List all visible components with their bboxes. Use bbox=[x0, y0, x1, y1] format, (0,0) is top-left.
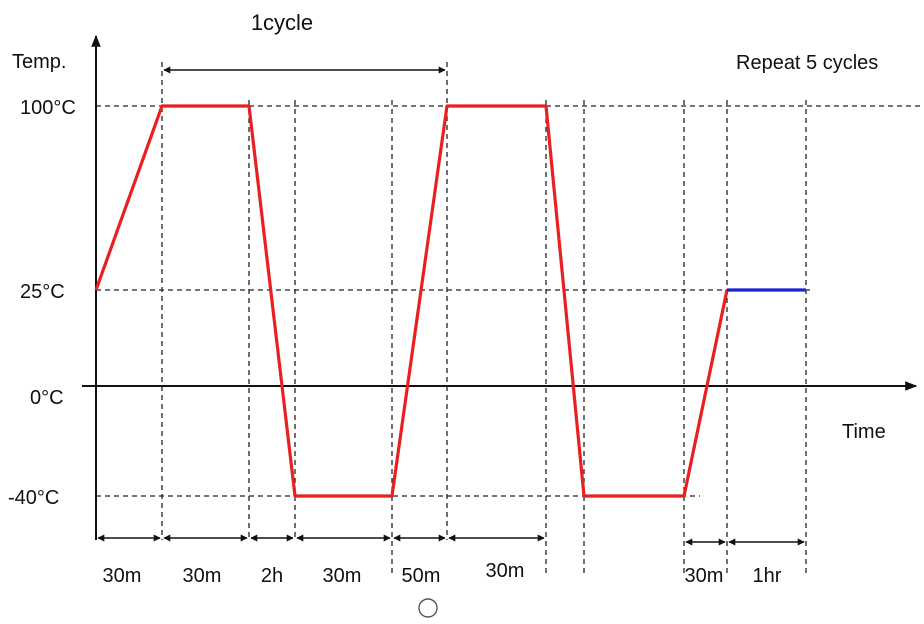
temperature-profile-line bbox=[94, 104, 729, 498]
x-axis-label: Time bbox=[842, 421, 886, 443]
page-indicator-circle bbox=[418, 598, 438, 618]
duration-label-5: 50m bbox=[402, 565, 441, 587]
duration-label-8: 1hr bbox=[753, 565, 782, 587]
repeat-label: Repeat 5 cycles bbox=[736, 52, 878, 74]
temp-label-0c: 0°C bbox=[30, 387, 64, 409]
duration-label-4: 30m bbox=[323, 565, 362, 587]
duration-label-3: 2h bbox=[261, 565, 283, 587]
duration-label-7: 30m bbox=[685, 565, 724, 587]
temperature-guides bbox=[96, 105, 922, 497]
temp-label-100c: 100°C bbox=[20, 97, 76, 119]
duration-label-6: 30m bbox=[486, 560, 525, 582]
duration-label-1: 30m bbox=[103, 565, 142, 587]
y-axis-label: Temp. bbox=[12, 51, 66, 73]
time-guides bbox=[161, 62, 807, 575]
temp-label-25c: 25°C bbox=[20, 281, 65, 303]
duration-arrows bbox=[97, 534, 805, 546]
temp-label-minus40c: -40°C bbox=[8, 487, 59, 509]
cycle-label: 1cycle bbox=[251, 10, 313, 35]
duration-label-2: 30m bbox=[183, 565, 222, 587]
